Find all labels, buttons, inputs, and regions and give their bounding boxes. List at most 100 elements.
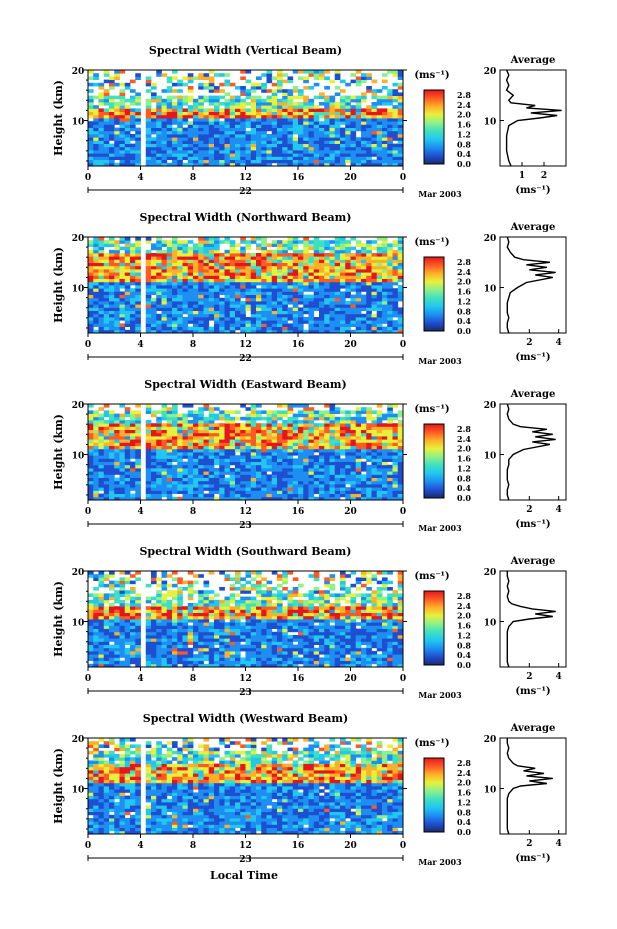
heatmap-cell — [124, 127, 131, 132]
heatmap-cell — [166, 240, 173, 244]
heatmap-cell — [308, 477, 315, 482]
heatmap-cell — [124, 317, 131, 321]
heatmap-cell — [240, 134, 246, 138]
heatmap-cell — [397, 278, 404, 283]
heatmap-cell — [229, 285, 236, 289]
heatmap-cell — [98, 445, 105, 450]
heatmap-cell — [271, 285, 278, 289]
x-tick-label: 16 — [292, 507, 305, 517]
heatmap-cell — [156, 461, 162, 466]
heatmap-cell — [334, 448, 341, 453]
heatmap-cell — [282, 323, 288, 327]
heatmap-cell — [109, 452, 115, 456]
heatmap-cell — [277, 448, 283, 453]
heatmap-cell — [219, 304, 225, 308]
heatmap-cell — [250, 278, 257, 283]
heatmap-cell — [287, 143, 294, 148]
heatmap-cell — [119, 150, 126, 154]
heatmap-cell — [88, 82, 94, 87]
heatmap-cell — [198, 98, 204, 103]
heatmap-cell — [298, 281, 304, 286]
heatmap-cell — [324, 416, 330, 421]
heatmap-cell — [366, 291, 372, 295]
heatmap-cell — [366, 108, 372, 112]
heatmap-cell — [166, 423, 173, 427]
heatmap-cell — [124, 323, 131, 327]
heatmap-cell — [193, 413, 199, 418]
heatmap-cell — [214, 156, 220, 160]
heatmap-cell — [387, 496, 393, 501]
heatmap-cell — [266, 420, 273, 424]
heatmap-cell — [266, 458, 273, 462]
heatmap-cell — [376, 477, 383, 482]
heatmap-cell — [193, 98, 199, 103]
heatmap-cell — [266, 429, 273, 434]
heatmap-cell — [182, 426, 189, 430]
heatmap-cell — [151, 153, 157, 157]
heatmap-cell — [319, 304, 325, 308]
heatmap-cell — [277, 156, 283, 160]
heatmap-cell — [151, 118, 157, 122]
heatmap-cell — [313, 153, 320, 157]
heatmap-cell — [187, 121, 194, 125]
heatmap-cell — [266, 275, 273, 279]
heatmap-cell — [166, 162, 173, 167]
heatmap-cell — [187, 137, 194, 141]
heatmap-cell — [182, 448, 189, 453]
heatmap-cell — [334, 137, 341, 141]
heatmap-cell — [193, 455, 199, 459]
heatmap-cell — [208, 275, 215, 279]
heatmap-cell — [145, 76, 152, 80]
heatmap-cell — [219, 496, 225, 501]
heatmap-cell — [298, 114, 304, 119]
date-label: Mar 2003 — [418, 356, 462, 366]
heatmap-cell — [98, 628, 105, 633]
heatmap-cell — [319, 496, 325, 501]
heatmap-cell — [208, 259, 215, 263]
heatmap-cell — [103, 471, 110, 475]
heatmap-cell — [366, 307, 372, 311]
heatmap-cell — [366, 496, 372, 501]
heatmap-cell — [287, 243, 294, 247]
heatmap-cell — [313, 243, 320, 247]
heatmap-cell — [371, 162, 378, 167]
heatmap-cell — [308, 265, 315, 270]
heatmap-cell — [313, 304, 320, 308]
heatmap-cell — [198, 150, 204, 154]
heatmap-cell — [261, 480, 267, 485]
heatmap-cell — [151, 285, 157, 289]
heatmap-cell — [392, 429, 399, 434]
heatmap-cell — [219, 137, 225, 141]
day-label: 22 — [239, 187, 252, 197]
heatmap-cell — [103, 606, 110, 610]
heatmap-cell — [166, 153, 173, 157]
heatmap-cell — [214, 265, 220, 270]
heatmap-cell — [371, 429, 378, 434]
heatmap-cell — [324, 102, 330, 106]
heatmap-cell — [250, 439, 257, 443]
heatmap-cell — [124, 464, 131, 469]
heatmap-cell — [334, 262, 341, 267]
heatmap-cell — [287, 79, 294, 84]
heatmap-cell — [98, 108, 105, 112]
heatmap-cell — [103, 291, 110, 295]
heatmap-cell — [145, 146, 152, 151]
heatmap-cell — [392, 439, 399, 443]
heatmap-cell — [366, 256, 372, 260]
heatmap-cell — [145, 297, 152, 302]
heatmap-cell — [313, 278, 320, 283]
heatmap-cell — [198, 146, 204, 151]
heatmap-cell — [156, 452, 162, 456]
heatmap-cell — [124, 294, 131, 299]
heatmap-cell — [345, 111, 351, 116]
heatmap-cell — [345, 130, 351, 135]
heatmap-cell — [114, 320, 120, 324]
heatmap-cell — [182, 487, 189, 491]
heatmap-cell — [250, 448, 257, 453]
heatmap-cell — [387, 420, 393, 424]
heatmap-cell — [193, 256, 199, 260]
heatmap-cell — [177, 464, 183, 469]
heatmap-cell — [250, 156, 257, 160]
heatmap-cell — [345, 468, 351, 472]
heatmap-cell — [382, 137, 388, 141]
